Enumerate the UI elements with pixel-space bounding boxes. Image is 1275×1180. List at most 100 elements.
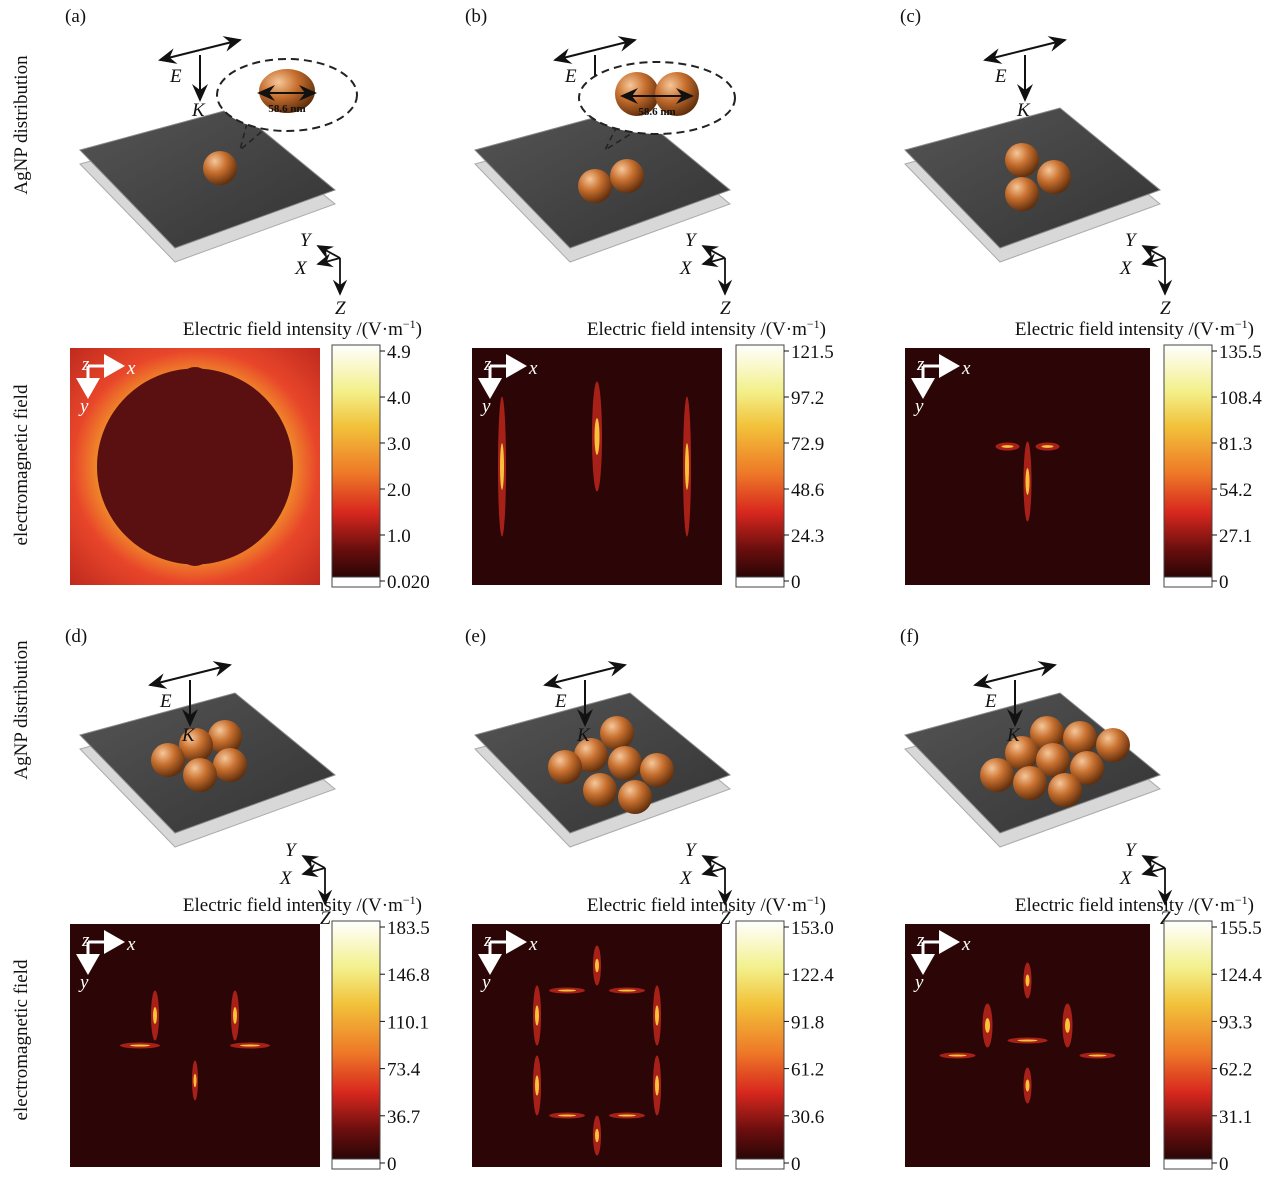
colorbar-title: Electric field intensity /(V·m−1) [1015,893,1254,916]
hot-spot-core [153,1007,157,1024]
hot-spot-core [1026,468,1030,495]
colorbar-tick-label: 0 [791,572,801,593]
panel-label: (f) [900,626,919,647]
title-exp: −1 [807,317,820,331]
map-z-label: z [483,930,492,951]
colorbar [332,921,380,1159]
nanoparticle [151,743,185,777]
title-main: Electric field intensity /(V·m [183,319,403,340]
x-axis-label: X [679,258,693,279]
hot-spot-core [618,990,636,992]
title-close: ) [1248,895,1254,916]
map-x-label: x [961,934,971,955]
arrow [703,246,725,258]
row-label: AgNP distribution [11,55,32,195]
arrow [318,258,340,264]
title-exp: −1 [807,893,820,907]
colorbar-tick-label: 108.4 [1219,388,1262,409]
map-x-label: x [961,358,971,379]
colorbar-tick-label: 24.3 [791,526,824,547]
map-x-label: x [528,934,538,955]
hot-spot-core [1026,1080,1030,1092]
k-label: K [1006,725,1021,746]
colorbar [1164,921,1212,1159]
nanoparticle [583,773,617,807]
x-axis-label: X [1119,258,1133,279]
hot-spot-core [1065,1018,1070,1033]
hot-spot-core [655,1076,659,1096]
colorbar-tick-label: 0 [791,1154,801,1175]
title-close: ) [820,895,826,916]
arrow [555,50,595,60]
colorbar-tick-label: 31.1 [1219,1107,1252,1128]
nanoparticle [1096,728,1130,762]
colorbar-tick-label: 155.5 [1219,918,1262,939]
arrow [1143,246,1165,258]
nanoparticle [1013,766,1047,800]
colorbar-tick-label: 81.3 [1219,434,1252,455]
panel-label: (e) [465,626,486,647]
row-label: AgNP distribution [11,640,32,780]
arrow [303,868,325,874]
size-label: 58.6 nm [268,103,305,115]
map-x-label: x [126,358,136,379]
colorbar-title: Electric field intensity /(V·m−1) [587,317,826,340]
panel-label: (c) [900,6,921,27]
map-z-label: z [916,930,925,951]
colorbar-tick-label: 146.8 [387,965,430,986]
arrow [1025,40,1065,50]
map-z-label: z [483,354,492,375]
arrow [1143,258,1165,264]
title-close: ) [1248,319,1254,340]
e-label: E [994,66,1007,87]
colorbar-tick-label: 36.7 [387,1107,420,1128]
x-axis-label: X [1119,868,1133,889]
colorbar-tick-label: 1.0 [387,526,411,547]
colorbar-base [736,1159,784,1169]
colorbar-tick-label: 27.1 [1219,526,1252,547]
title-exp: −1 [1235,893,1248,907]
map-y-label: y [913,396,924,417]
hot-spot-core [655,1006,659,1026]
hot-spot-core [558,990,576,992]
y-axis-label: Y [685,230,698,251]
colorbar-title: Electric field intensity /(V·m−1) [1015,317,1254,340]
arrow [703,868,725,874]
nanoparticle [213,748,247,782]
y-axis-label: Y [1125,840,1138,861]
colorbar-tick-label: 72.9 [791,434,824,455]
title-exp: −1 [403,317,416,331]
hot-spot-core [685,443,689,490]
arrow [190,665,230,675]
map-y-label: y [78,396,89,417]
title-main: Electric field intensity /(V·m [1015,895,1235,916]
hot-spot-core [985,1018,990,1033]
arrow [595,40,635,50]
colorbar-tick-label: 122.4 [791,965,834,986]
hot-spot-core [949,1055,967,1057]
colorbar [332,345,380,577]
colorbar [736,921,784,1159]
hot-spot-core [233,1007,237,1024]
colorbar-tick-label: 61.2 [791,1060,824,1081]
map-z-label: z [81,354,90,375]
hot-spot-core [194,1074,197,1087]
arrow [1015,665,1055,675]
field-map [70,924,320,1167]
colorbar-tick-label: 4.9 [387,342,411,363]
colorbar-base [1164,577,1212,587]
nanoparticle [1005,177,1039,211]
title-main: Electric field intensity /(V·m [183,895,403,916]
hot-spot-core [535,1006,539,1026]
colorbar-tick-label: 183.5 [387,918,430,939]
e-label: E [169,66,182,87]
hot-spot-core [130,1045,150,1047]
colorbar-base [736,577,784,587]
title-main: Electric field intensity /(V·m [1015,319,1235,340]
colorbar [736,345,784,577]
colorbar-tick-label: 124.4 [1219,965,1262,986]
e-label: E [554,691,567,712]
colorbar-tick-label: 54.2 [1219,480,1252,501]
arrow [1143,856,1165,868]
field-map [905,924,1150,1167]
